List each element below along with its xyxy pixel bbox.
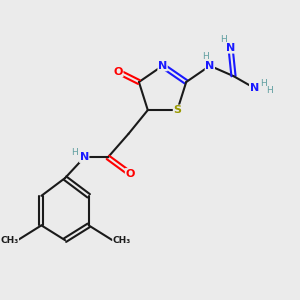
Text: H: H (260, 79, 267, 88)
Text: S: S (173, 105, 181, 115)
Text: H: H (202, 52, 209, 61)
Text: N: N (205, 61, 214, 71)
Text: H: H (266, 86, 273, 95)
Text: H: H (220, 35, 226, 44)
Text: N: N (80, 152, 89, 162)
Text: CH₃: CH₃ (0, 236, 19, 244)
Text: H: H (71, 148, 78, 157)
Text: N: N (250, 83, 259, 93)
Text: O: O (113, 67, 123, 77)
Text: CH₃: CH₃ (113, 236, 131, 244)
Text: N: N (158, 61, 167, 71)
Text: O: O (125, 169, 135, 178)
Text: N: N (226, 43, 235, 53)
